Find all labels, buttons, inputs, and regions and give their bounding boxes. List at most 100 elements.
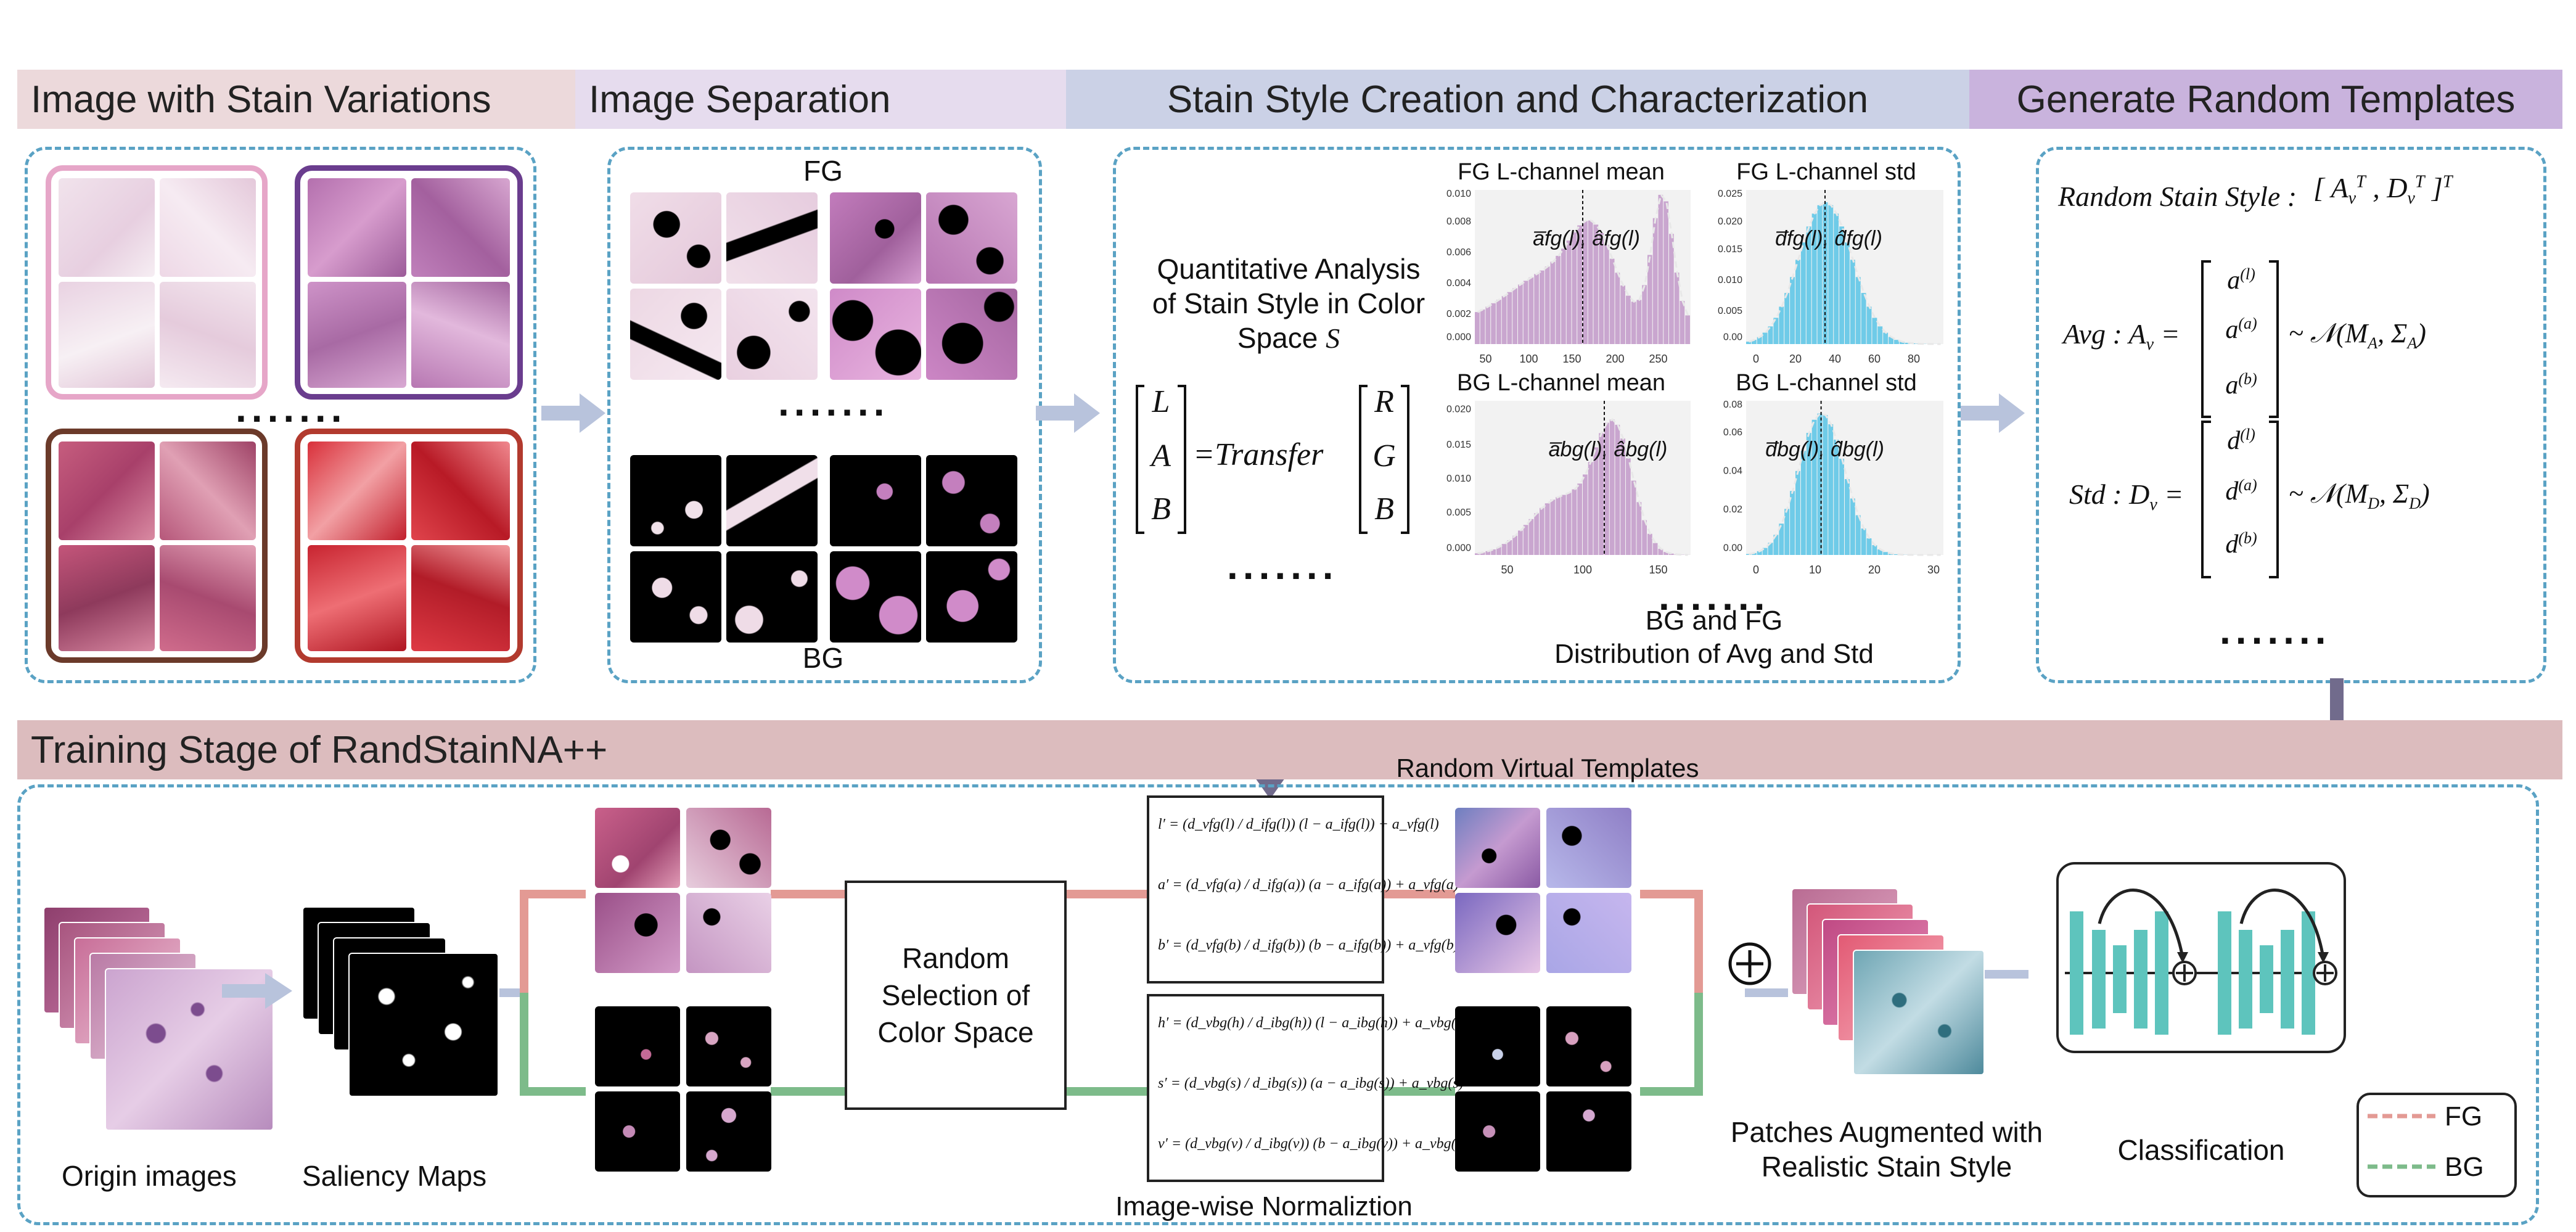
augmented-bg-tile — [1455, 1006, 1540, 1086]
rgb-G: G — [1372, 438, 1396, 474]
flow-arrow-icon — [1961, 393, 2025, 433]
histogram-bar — [1561, 495, 1566, 555]
histogram-bar — [1889, 337, 1893, 344]
flow-arrow-icon — [541, 393, 605, 433]
avg-a-b: a(b) — [2225, 370, 2257, 400]
histogram-bar — [1518, 530, 1523, 555]
patches-augmented-label: Patches Augmented with Realistic Stain S… — [1696, 1115, 2078, 1184]
histogram-bar — [1795, 470, 1800, 555]
fg-masked-tile — [630, 289, 721, 380]
branch-lines — [499, 890, 2028, 1096]
histogram-bar — [1834, 439, 1839, 555]
tick-label: 100 — [1573, 564, 1592, 576]
histogram-bar — [1528, 277, 1534, 344]
tick-label: 0.00 — [1723, 543, 1742, 554]
stain-tile — [59, 441, 155, 540]
bg-masked-tile — [726, 455, 818, 546]
stain-tile — [59, 545, 155, 651]
tick-label: 0 — [1753, 564, 1759, 576]
analysis-line-2: of Stain Style in Color — [1152, 287, 1425, 319]
histogram-bar — [1566, 493, 1572, 555]
histogram-bar — [1475, 312, 1480, 344]
histogram-bar — [1599, 433, 1604, 555]
hist-fg-mean: 50 100 150 200 250 0.000 0.002 0.004 0.006 0.008 0… — [1446, 189, 1691, 365]
histogram-bar — [1583, 474, 1588, 555]
stain-tile — [411, 178, 510, 277]
fg-patch-tile — [686, 808, 771, 888]
augmented-fg-tile — [1455, 808, 1540, 888]
legend-fg-label: FG — [2445, 1101, 2483, 1131]
stain-tile — [160, 545, 256, 651]
histogram-bar — [1523, 281, 1528, 344]
hist-title-bg-mean: BG L-channel mean — [1457, 370, 1665, 396]
avg-label: Avg : Av = — [2063, 318, 2180, 355]
histogram-bar — [1631, 302, 1636, 344]
histogram-bar — [1685, 315, 1690, 344]
histogram-bar — [1523, 525, 1528, 555]
tick-label: 0.015 — [1446, 440, 1471, 450]
tick-label: 0.04 — [1723, 466, 1742, 477]
avg-distribution: ~ 𝒩(MA, ΣA) — [2289, 318, 2426, 352]
tick-label: 200 — [1606, 353, 1624, 365]
histogram-bar — [1746, 554, 1751, 555]
ellipsis: ....... — [236, 386, 347, 430]
histogram-bar — [1905, 342, 1910, 344]
histogram-bar — [1839, 458, 1844, 555]
stain-variations-panel — [25, 147, 536, 683]
histogram-bar — [1669, 234, 1674, 344]
hist-title-bg-std: BG L-channel std — [1736, 370, 1917, 396]
histogram-bar — [1669, 553, 1674, 555]
tick-label: 250 — [1649, 353, 1667, 365]
fg-patch-tile — [595, 808, 680, 888]
tick-label: 10 — [1809, 564, 1821, 576]
bg-label: BG — [802, 642, 844, 674]
stain-tile — [160, 178, 256, 277]
space-symbol: S — [1326, 322, 1340, 354]
stage-title: Image with Stain Variations — [31, 78, 491, 121]
histogram-bar — [1588, 462, 1593, 555]
histogram-bar — [1566, 240, 1572, 344]
lab-L: L — [1152, 384, 1170, 419]
histogram-bar — [1572, 489, 1577, 555]
tick-label: 20 — [1789, 353, 1802, 365]
histogram-bar — [1866, 538, 1872, 555]
stage-band-generate-random-templates: Generate Random Templates — [1969, 70, 2562, 129]
tick-label: 0.006 — [1446, 247, 1471, 258]
histogram-bar — [1855, 277, 1861, 344]
tick-label: 0.06 — [1723, 427, 1742, 438]
histogram-bar — [1674, 273, 1680, 344]
stage-title: Generate Random Templates — [2016, 78, 2516, 121]
histogram-bar — [1572, 232, 1577, 344]
flow-arrow-icon — [222, 973, 292, 1009]
hist-fg-std: 0 20 40 60 80 0.00 0.005 0.010 0.015 0.020 0.025 d̅… — [1718, 189, 1943, 365]
histogram-bar — [1861, 293, 1866, 344]
tick-label: 0.02 — [1723, 504, 1742, 515]
histogram-bar — [1883, 552, 1889, 555]
bg-patch-tile — [595, 1006, 680, 1086]
stain-tile — [308, 441, 406, 540]
tick-label: 100 — [1519, 353, 1538, 365]
histogram-bar — [1680, 300, 1685, 344]
lab-B: B — [1151, 491, 1171, 527]
stage-band-stain-style-creation: Stain Style Creation and Characterizatio… — [1066, 70, 1969, 129]
augmented-fg-tile — [1546, 808, 1631, 888]
tick-label: 30 — [1927, 564, 1940, 576]
stage-band-image-separation: Image Separation — [575, 70, 1066, 129]
analysis-line-1: Quantitative Analysis — [1157, 253, 1421, 285]
histogram-bar — [1652, 543, 1658, 555]
patches-line-1: Patches Augmented with — [1730, 1116, 2043, 1148]
ellipsis: ....... — [2220, 608, 2331, 652]
histogram-bar — [1751, 340, 1757, 344]
fg-masked-tile — [830, 289, 921, 380]
histogram-bar — [1642, 285, 1647, 344]
histogram-bar — [1899, 342, 1905, 344]
histogram-bar — [1620, 285, 1625, 344]
histogram-bar — [1577, 483, 1582, 555]
bg-patch-tile — [686, 1006, 771, 1086]
tick-label: 0.005 — [1446, 507, 1471, 518]
histogram-bar — [1507, 292, 1512, 344]
distribution-caption: BG and FG Distribution of Avg and Std — [1498, 604, 1930, 671]
bg-equation-s: s′ = (d_vbg(s) / d_ibg(s)) (a − a_ibg(s)… — [1158, 1075, 1464, 1091]
hist-bg-std: 0 10 20 30 0.00 0.02 0.04 0.06 0.08 d̅bg(l), d̂bg… — [1723, 400, 1943, 576]
histogram-bar — [1877, 326, 1883, 344]
